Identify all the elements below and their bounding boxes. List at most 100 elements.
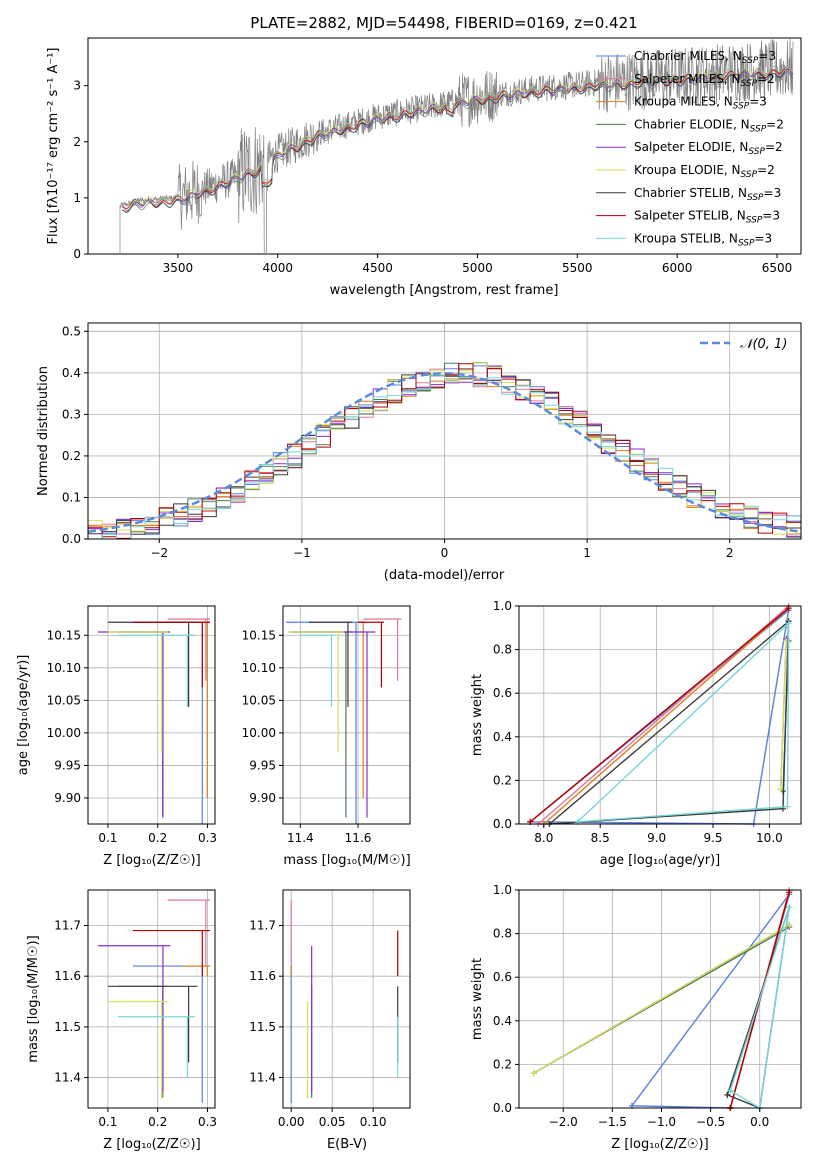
residuals-xtick-label: 1 [583,546,591,560]
mass_vs_ebv-ytick-label: 11.6 [249,969,276,983]
residuals-ytick-label: 0.4 [62,366,81,380]
spectrum-legend-label: Chabrier STELIB, NSSP=3 [634,186,781,203]
age_vs_mass-ytick-label: 9.90 [249,791,276,805]
residuals-ytick-label: 0.2 [62,449,81,463]
legend-model-name: Chabrier STELIB [634,186,730,200]
age-vs-mass-frame [282,605,411,825]
age-vs-mass-marks [285,618,402,824]
mass_vs_Z-ytick-label: 11.7 [54,918,81,932]
mass_vs_ebv-ytick-label: 11.4 [249,1071,276,1085]
mass_vs_Z-ytick-label: 11.5 [54,1020,81,1034]
spectrum-xtick-label: 6500 [762,261,793,275]
weight_vs_Z-xtick-label: −2.0 [549,1115,578,1129]
age_vs_mass-xtick-label: 11.4 [287,831,314,845]
mass-vs-ebv-xlabel: E(B-V) [327,1137,367,1152]
mass-vs-ebv-marks [290,900,399,1103]
weight_vs_age-ytick-label: 0.0 [493,817,512,831]
spectrum-ytick-label: 2 [73,135,81,149]
age_vs_mass-ytick-label: 10.15 [242,628,276,642]
legend-nssp: 3 [768,49,776,63]
legend-model-name: Kroupa ELODIE [634,163,724,177]
age_vs_Z-xtick-label: 0.3 [198,831,217,845]
residuals-ytick-label: 0.0 [62,532,81,546]
mass_vs_ebv-ytick-label: 11.7 [249,918,276,932]
weight_vs_age-point-marker [785,620,792,627]
spectrum-legend-label: Kroupa ELODIE, NSSP=2 [634,163,775,180]
residuals-xtick-label: −2 [150,546,168,560]
residuals-xlabel: (data-model)/error [384,568,505,583]
weight_vs_age-series-line [577,621,790,823]
spectrum-xlabel: wavelength [Angstrom, rest frame] [330,283,559,298]
residuals-legend: 𝒩(0, 1) [700,337,787,352]
age_vs_Z-ytick-label: 10.00 [47,726,81,740]
residuals-xtick-label: 2 [726,546,734,560]
weight_vs_age-xtick-label: 9.5 [703,831,722,845]
mass_vs_Z-ytick-label: 11.6 [54,969,81,983]
mass-vs-metallicity-panel: 0.1 0.2 0.3 11.4 11.5 11.6 11.7 Z [log₁₀(Z/Z☉)… [26,889,217,1152]
age-vs-metallicity-panel: 0.1 0.2 0.3 9.90 9.95 10.00 10.05 10.10 10.15 Z … [16,605,217,868]
age-vs-mass-ticks: 11.4 11.6 9.90 9.95 10.00 10.05 10.10 10.15 [242,628,372,845]
legend-nssp: 2 [775,140,783,154]
spectrum-ytick-label: 3 [73,79,81,93]
weight_vs_age-xtick-label: 8.5 [591,831,610,845]
mass_vs_ebv-xtick-label: 0.00 [278,1115,305,1129]
weight_vs_age-xtick-label: 9.0 [647,831,666,845]
spectrum-legend-label: Kroupa STELIB, NSSP=3 [634,231,772,248]
weight_vs_Z-ytick-label: 0.0 [493,1101,512,1115]
age-vs-metallicity-xlabel: Z [log₁₀(Z/Z☉)] [103,853,200,868]
weight_vs_Z-point-marker [530,1070,537,1077]
spectrum-xtick-label: 5500 [562,261,593,275]
residuals-ytick-label: 0.5 [62,324,81,338]
residuals-ticks: −2 −1 0 1 2 0.0 0.1 0.2 0.3 0.4 0.5 [62,324,734,560]
legend-model-name: Kroupa MILES [634,95,716,109]
age_vs_Z-xtick-label: 0.2 [148,831,167,845]
legend-nssp: 2 [767,72,775,86]
weight-vs-metallicity-xlabel: Z [log₁₀(Z/Z☉)] [611,1137,708,1152]
weight_vs_Z-point-marker [727,1087,734,1094]
spectrum-curves [119,38,794,254]
spectrum-xtick-label: 5000 [462,261,493,275]
age_vs_Z-xtick-label: 0.1 [98,831,117,845]
age_vs_Z-ytick-label: 10.05 [47,693,81,707]
weight-vs-age-ticks: 8.0 8.5 9.0 9.5 10.0 0.0 0.2 0.4 0.6 0.8 1.0 [493,599,783,845]
residuals-xtick-label: −1 [293,546,311,560]
legend-model-name: Kroupa STELIB [634,231,721,245]
spectrum-xtick-label: 3500 [163,261,194,275]
mass_vs_ebv-xtick-label: 0.05 [319,1115,346,1129]
weight-vs-metallicity-ticks: −2.0 −1.5 −1.0 −0.5 0.0 0.0 0.2 0.4 0.6 0.8 1.0 [493,883,769,1129]
spectrum-legend: Chabrier MILES, NSSP=3 Salpeter MILES, NS… [596,49,784,248]
legend-model-name: Chabrier ELODIE [634,117,733,131]
residual-legend-label: 𝒩(0, 1) [740,337,787,352]
mass_vs_Z-xtick-label: 0.3 [198,1115,217,1129]
legend-nssp: 3 [759,95,767,109]
weight_vs_age-series-line [529,607,790,823]
residuals-panel: −2 −1 0 1 2 0.0 0.1 0.2 0.3 0.4 0.5 𝒩(0, 1) (data-… [36,322,802,583]
weight-vs-age-ylabel: mass weight [470,674,485,756]
spectrum-ylabel: Flux [fλ10⁻¹⁷ erg cm⁻² s⁻¹ A⁻¹] [46,48,61,245]
age_vs_mass-ytick-label: 10.10 [242,661,276,675]
mass-vs-ebv-grid [283,890,410,1108]
legend-model-name: Salpeter STELIB [634,209,729,223]
legend-nssp: 2 [767,163,775,177]
weight_vs_age-ytick-label: 0.6 [493,686,512,700]
spectrum-ytick-label: 1 [73,191,81,205]
age_vs_mass-xtick-label: 11.6 [345,831,372,845]
weight_vs_Z-ytick-label: 0.6 [493,970,512,984]
weight_vs_Z-ytick-label: 0.4 [493,1014,512,1028]
mass_vs_Z-xtick-label: 0.1 [98,1115,117,1129]
spectrum-xtick-label: 4000 [262,261,293,275]
residual-histogram-line [88,363,801,539]
spectrum-legend-label: Salpeter MILES, NSSP=2 [634,72,775,89]
weight_vs_age-point-marker [784,803,791,810]
weight-vs-age-xlabel: age [log₁₀(age/yr)] [600,853,721,868]
normal-distribution-curve [87,372,802,533]
residuals-ytick-label: 0.3 [62,407,81,421]
weight_vs_age-ytick-label: 0.2 [493,773,512,787]
age-vs-metallicity-ylabel: age [log₁₀(age/yr)] [16,655,31,776]
weight-vs-age-panel: 8.0 8.5 9.0 9.5 10.0 0.0 0.2 0.4 0.6 0.8 1.0 age [… [470,599,802,868]
mass-vs-metallicity-frame [87,889,216,1109]
weight_vs_age-series-line [543,607,790,825]
weight_vs_Z-xtick-label: −1.0 [647,1115,676,1129]
spectrum-legend-label: Chabrier MILES, NSSP=3 [634,49,776,66]
